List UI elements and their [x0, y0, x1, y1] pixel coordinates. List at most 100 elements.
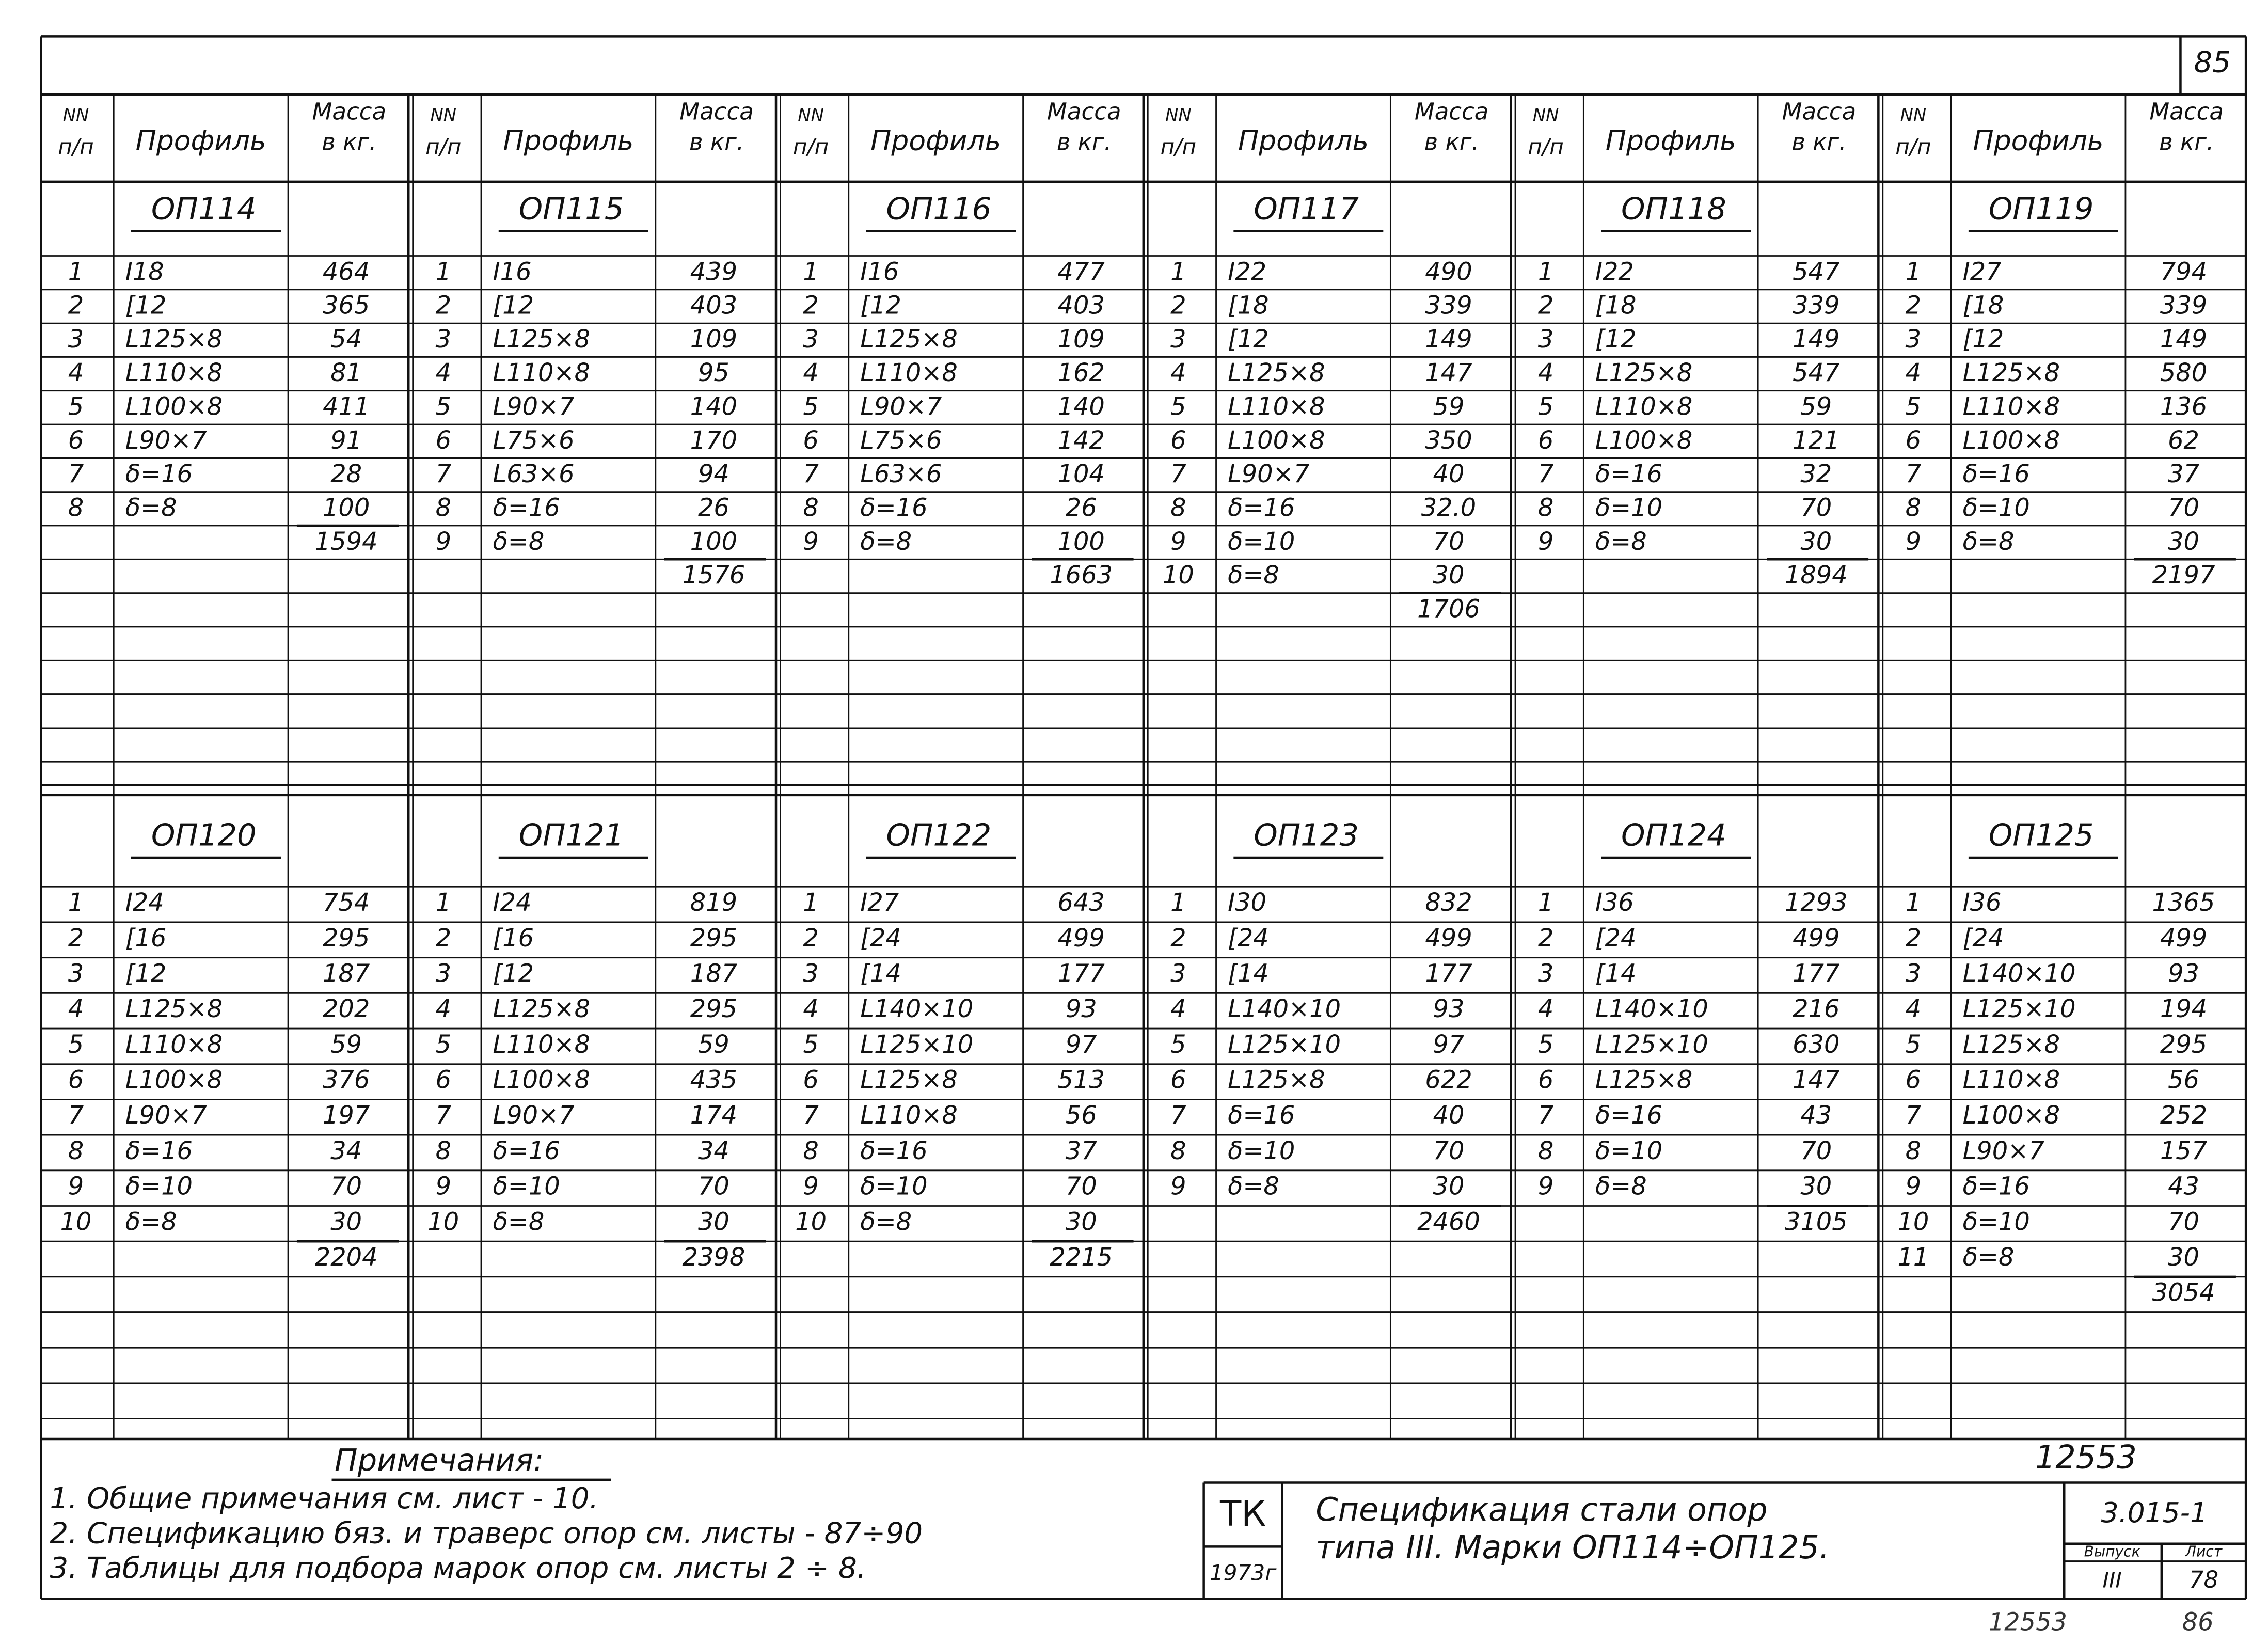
row-profile: [24 [860, 924, 901, 953]
row-number: 7 [1906, 460, 1921, 488]
row-mass: 30 [2168, 528, 2199, 556]
row-mass: 339 [1425, 292, 1472, 320]
row-mass: 43 [1800, 1101, 1832, 1130]
row-profile: δ=16 [1228, 494, 1295, 522]
row-mass: 94 [698, 460, 729, 488]
row-profile: [12 [493, 959, 534, 988]
row-mass: 140 [690, 393, 737, 421]
row-mass: 149 [1425, 325, 1472, 354]
row-mass: 95 [698, 359, 729, 387]
header-num: п/п [425, 134, 461, 160]
row-number: 1 [803, 889, 818, 917]
row-mass: 513 [1058, 1066, 1105, 1095]
header-profile: Профиль [503, 124, 633, 157]
row-mass: 70 [330, 1173, 362, 1201]
header-mass: в кг. [1791, 129, 1846, 156]
row-profile: δ=10 [1228, 528, 1295, 556]
row-number: 3 [1906, 325, 1921, 354]
row-profile: [12 [1228, 325, 1269, 354]
row-number: 1 [68, 258, 84, 286]
row-mass: 140 [1058, 393, 1105, 421]
row-profile: [24 [1228, 924, 1269, 953]
row-profile: δ=10 [1228, 1137, 1295, 1165]
row-mass: 59 [330, 1031, 362, 1059]
footer-page: 86 [2182, 1608, 2214, 1637]
row-profile: L140×10 [1595, 995, 1708, 1023]
row-number: 1 [1170, 889, 1186, 917]
row-mass: 30 [1433, 561, 1465, 590]
row-number: 5 [1906, 1031, 1921, 1059]
row-mass: 819 [690, 889, 737, 917]
row-number: 2 [436, 292, 451, 320]
row-number: 4 [803, 995, 818, 1023]
row-mass: 216 [1793, 995, 1839, 1023]
row-number: 9 [436, 1173, 451, 1201]
header-num: NN [1900, 105, 1927, 125]
row-number: 2 [1538, 292, 1553, 320]
header-mass: в кг. [689, 129, 744, 156]
row-number: 4 [1906, 359, 1921, 387]
note-item: 2. Спецификацию бяз. и траверс опор см. … [50, 1516, 923, 1550]
row-number: 5 [1906, 393, 1921, 421]
row-mass: 187 [690, 959, 737, 988]
row-number: 6 [1170, 1066, 1186, 1095]
row-mass: 37 [2168, 460, 2199, 488]
row-number: 6 [68, 426, 84, 455]
table-total: 1894 [1785, 561, 1848, 590]
row-profile: I30 [1228, 889, 1266, 917]
row-number: 5 [68, 393, 84, 421]
row-mass: 109 [690, 325, 737, 354]
row-number: 7 [1170, 460, 1186, 488]
row-mass: 339 [1793, 292, 1839, 320]
row-profile: δ=8 [1228, 1173, 1279, 1201]
row-number: 9 [1170, 1173, 1186, 1201]
row-mass: 32 [1800, 460, 1832, 488]
row-profile: L125×10 [1963, 995, 2076, 1023]
row-mass: 70 [1800, 1137, 1832, 1165]
row-profile: L125×10 [1595, 1031, 1708, 1059]
header-profile: Профиль [136, 124, 266, 157]
row-profile: L125×8 [1228, 359, 1325, 387]
row-mass: 162 [1058, 359, 1105, 387]
row-number: 7 [68, 1101, 84, 1130]
header-num: NN [798, 105, 824, 125]
row-profile: I16 [493, 258, 532, 286]
row-mass: 435 [690, 1066, 737, 1095]
row-mass: 622 [1425, 1066, 1472, 1095]
row-mass: 295 [2160, 1031, 2207, 1059]
row-mass: 30 [1066, 1208, 1097, 1236]
header-num: NN [431, 105, 457, 125]
table-total: 2204 [315, 1243, 378, 1272]
row-number: 1 [68, 889, 84, 917]
row-profile: δ=8 [493, 528, 545, 556]
row-profile: [16 [125, 924, 167, 953]
row-profile: I24 [493, 889, 532, 917]
row-profile: L140×10 [1963, 959, 2076, 988]
header-mass: Масса [2149, 98, 2224, 125]
row-profile: L110×8 [493, 359, 591, 387]
page-number: 85 [2194, 45, 2231, 79]
row-mass: 252 [2160, 1101, 2207, 1130]
row-number: 3 [1170, 325, 1186, 354]
row-number: 8 [1538, 1137, 1553, 1165]
row-mass: 70 [2168, 1208, 2199, 1236]
row-mass: 93 [1066, 995, 1097, 1023]
row-profile: L110×8 [125, 1031, 223, 1059]
row-number: 8 [68, 494, 84, 522]
row-mass: 26 [698, 494, 729, 522]
header-mass: Масса [312, 98, 387, 125]
row-mass: 630 [1793, 1031, 1839, 1059]
row-mass: 109 [1058, 325, 1105, 354]
row-number: 7 [803, 1101, 818, 1130]
row-mass: 499 [1425, 924, 1472, 953]
row-mass: 70 [1800, 494, 1832, 522]
row-profile: [14 [860, 959, 901, 988]
stamp-sheet-label: Лист [2185, 1543, 2223, 1560]
row-mass: 40 [1433, 1101, 1465, 1130]
row-number: 3 [68, 959, 84, 988]
row-mass: 62 [2168, 426, 2199, 455]
row-number: 4 [1538, 359, 1553, 387]
table-title: ОП122 [886, 817, 991, 853]
row-mass: 97 [1433, 1031, 1465, 1059]
row-number: 1 [436, 258, 451, 286]
